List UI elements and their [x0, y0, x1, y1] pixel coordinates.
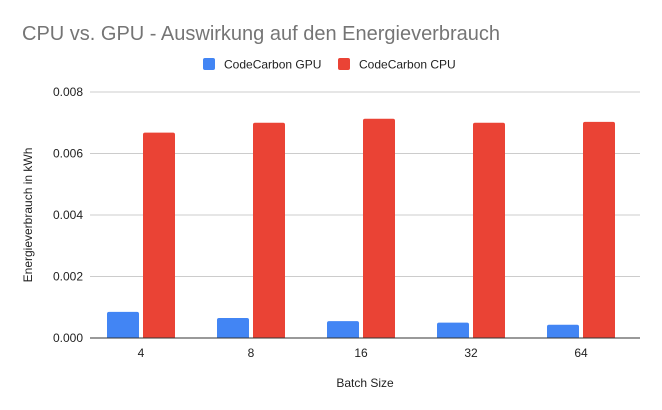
y-tick-label: 0.006	[53, 147, 83, 161]
x-axis-label: Batch Size	[336, 376, 394, 390]
legend-swatch-gpu	[203, 58, 215, 70]
x-tick-label: 64	[574, 346, 588, 360]
y-axis-label: Energieverbrauch in kWh	[21, 148, 35, 283]
bars	[107, 118, 615, 338]
y-tick-label: 0.002	[53, 270, 83, 284]
bar-gpu-16	[327, 321, 359, 338]
legend-label-gpu: CodeCarbon GPU	[224, 58, 321, 72]
x-tick-label: 16	[354, 346, 368, 360]
bar-cpu-16	[363, 118, 395, 338]
y-axis-ticks: 0.000 0.002 0.004 0.006 0.008	[53, 85, 83, 345]
legend-swatch-cpu	[338, 58, 350, 70]
bar-cpu-8	[253, 122, 285, 338]
y-tick-label: 0.008	[53, 85, 83, 99]
legend-label-cpu: CodeCarbon CPU	[359, 58, 456, 72]
bar-gpu-8	[217, 318, 249, 338]
x-tick-label: 32	[464, 346, 478, 360]
bar-cpu-4	[143, 132, 175, 338]
chart-title: CPU vs. GPU - Auswirkung auf den Energie…	[22, 23, 500, 45]
x-axis-ticks: 4 8 16 32 64	[138, 346, 588, 360]
legend: CodeCarbon GPU CodeCarbon CPU	[203, 58, 456, 72]
bar-gpu-32	[437, 322, 469, 338]
x-tick-label: 8	[248, 346, 255, 360]
x-tick-label: 4	[138, 346, 145, 360]
y-tick-label: 0.004	[53, 208, 83, 222]
bar-gpu-64	[547, 324, 579, 338]
bar-cpu-64	[583, 121, 615, 338]
bar-cpu-32	[473, 122, 505, 338]
y-tick-label: 0.000	[53, 331, 83, 345]
bar-gpu-4	[107, 311, 139, 338]
